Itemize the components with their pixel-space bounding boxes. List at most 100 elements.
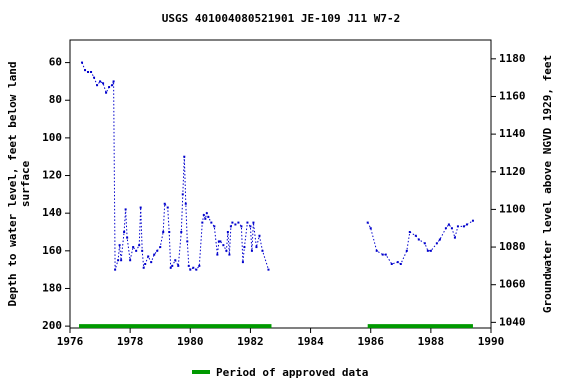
data-point xyxy=(139,206,142,209)
data-point xyxy=(117,259,120,262)
data-point xyxy=(90,71,93,73)
data-point xyxy=(105,91,108,94)
data-point xyxy=(114,268,117,271)
data-point xyxy=(417,238,420,241)
data-point xyxy=(186,240,189,243)
data-point xyxy=(111,84,114,87)
data-point xyxy=(177,264,180,267)
y2-tick-label: 1180 xyxy=(499,52,526,65)
data-point xyxy=(465,223,468,226)
data-point xyxy=(153,253,156,256)
data-point xyxy=(187,264,190,267)
data-point xyxy=(462,225,465,228)
data-point xyxy=(213,225,216,228)
data-point xyxy=(384,253,387,256)
data-point xyxy=(84,69,87,72)
data-point xyxy=(453,236,456,239)
data-point xyxy=(132,246,135,249)
y-tick-label: 140 xyxy=(42,206,62,219)
data-point xyxy=(202,214,205,217)
data-point xyxy=(189,268,192,271)
data-point xyxy=(246,221,249,224)
data-point xyxy=(369,227,372,230)
data-point xyxy=(471,219,474,222)
data-point xyxy=(204,217,207,220)
data-point xyxy=(390,263,393,265)
data-point xyxy=(217,240,220,243)
data-point xyxy=(195,268,198,271)
data-point xyxy=(150,261,153,264)
data-point xyxy=(108,86,111,89)
data-point xyxy=(129,259,132,262)
data-point xyxy=(126,236,129,239)
legend-label: Period of approved data xyxy=(216,366,368,379)
data-point xyxy=(124,208,127,211)
data-point xyxy=(429,249,432,252)
y2-tick-label: 1060 xyxy=(499,278,526,291)
y2-tick-label: 1160 xyxy=(499,89,526,102)
data-point xyxy=(438,238,441,241)
y2-tick-label: 1140 xyxy=(499,127,526,140)
data-point xyxy=(231,221,234,224)
data-point xyxy=(405,249,408,252)
y2-axis-label: Groundwater level above NGVD 1929, feet xyxy=(541,55,554,313)
data-point xyxy=(216,253,219,256)
data-point xyxy=(159,246,162,249)
data-point xyxy=(181,193,184,196)
data-point xyxy=(237,221,240,224)
data-point xyxy=(135,249,138,252)
data-point xyxy=(162,231,165,233)
data-point xyxy=(99,80,102,83)
data-point xyxy=(258,234,261,237)
data-point xyxy=(456,225,459,228)
data-point xyxy=(147,255,150,258)
data-point xyxy=(435,242,438,245)
data-point xyxy=(426,249,429,252)
data-point xyxy=(201,221,204,224)
y-tick-label: 160 xyxy=(42,244,62,257)
data-point xyxy=(163,202,166,205)
data-point xyxy=(267,268,270,271)
y-axis-label: surface xyxy=(19,160,32,207)
data-point xyxy=(229,225,232,228)
data-point xyxy=(198,264,201,267)
data-point xyxy=(375,249,378,252)
x-tick-label: 1976 xyxy=(57,335,84,348)
data-point xyxy=(87,71,90,73)
y2-tick-label: 1100 xyxy=(499,202,526,215)
data-point xyxy=(120,259,123,262)
data-point xyxy=(241,261,244,264)
data-point xyxy=(381,253,384,256)
data-point xyxy=(138,244,141,247)
data-point xyxy=(192,266,195,269)
series-line xyxy=(81,62,474,271)
x-tick-label: 1978 xyxy=(117,335,144,348)
data-point xyxy=(243,246,246,249)
data-point xyxy=(174,259,177,262)
data-point xyxy=(261,249,264,252)
data-point xyxy=(141,249,144,252)
data-point xyxy=(81,61,84,64)
x-tick-label: 1980 xyxy=(177,335,204,348)
y2-tick-label: 1120 xyxy=(499,165,526,178)
plot-frame xyxy=(69,39,492,329)
y-tick-label: 80 xyxy=(49,93,62,106)
data-point xyxy=(112,80,115,83)
data-point xyxy=(447,223,450,226)
data-point xyxy=(96,84,99,87)
data-point xyxy=(226,231,229,233)
data-point xyxy=(255,246,258,249)
data-point xyxy=(168,231,171,233)
data-point xyxy=(93,76,96,79)
data-point xyxy=(156,249,159,252)
data-point xyxy=(180,231,183,233)
data-point xyxy=(408,231,411,233)
data-point xyxy=(234,223,237,226)
data-point xyxy=(249,225,252,228)
y2-tick-label: 1080 xyxy=(499,240,526,253)
y-axis-label: Depth to water level, feet below land xyxy=(6,61,19,306)
data-point xyxy=(399,263,402,265)
data-point xyxy=(414,234,417,237)
data-point xyxy=(444,227,447,230)
